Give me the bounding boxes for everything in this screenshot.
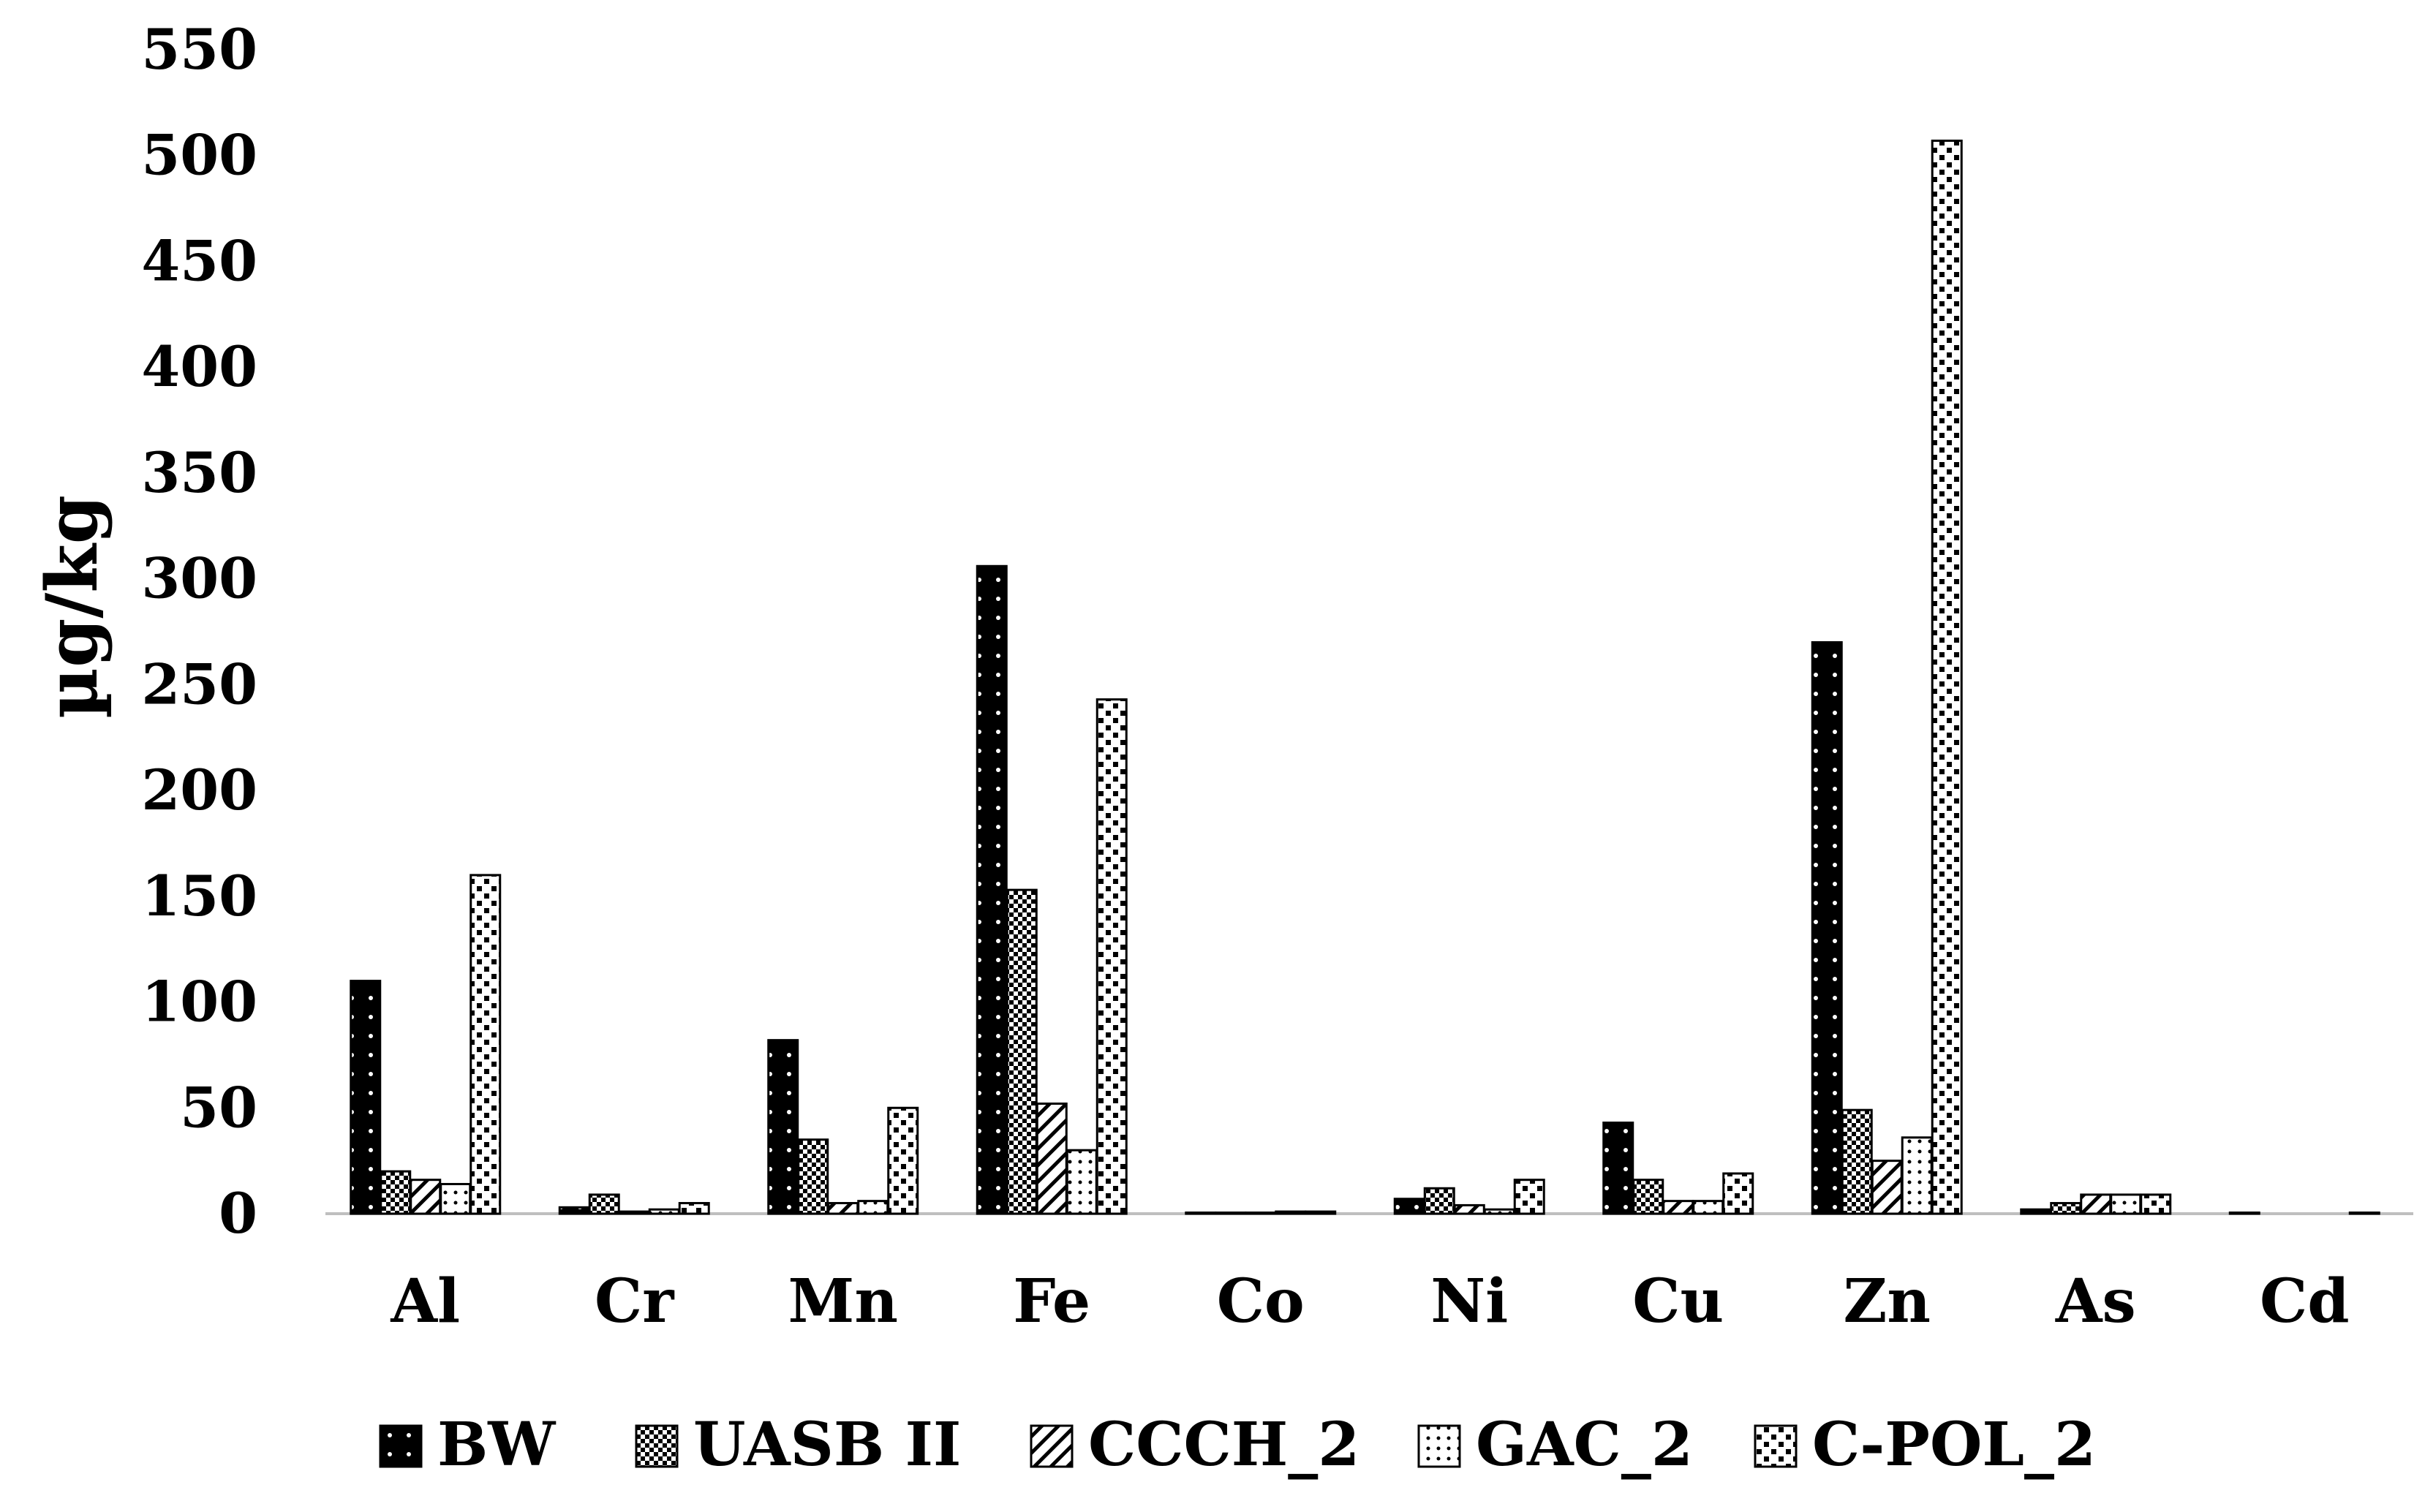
bar-al-series-0 [350,980,382,1215]
x-tick-label: Al [390,1266,460,1337]
x-tick-label: Co [1217,1266,1305,1337]
x-tick-label: Fe [1013,1266,1090,1337]
y-tick-label: 400 [141,334,257,399]
bar-zn-series-4 [1931,139,1963,1215]
bar-co-series-4 [1305,1210,1337,1215]
legend-label: C-POL_2 [1812,1410,2096,1480]
bar-ni-series-2 [1453,1203,1485,1215]
bar-al-series-2 [410,1179,442,1215]
bar-mn-series-4 [887,1106,919,1215]
bar-co-series-2 [1245,1212,1277,1215]
x-tick-label: Cu [1632,1266,1724,1337]
bar-fe-series-0 [976,564,1008,1215]
bar-cr-series-1 [588,1193,620,1215]
y-tick-label: 250 [141,651,257,717]
bar-co-series-0 [1185,1212,1217,1215]
bar-co-series-1 [1215,1212,1247,1215]
bar-cd-series-0 [2228,1212,2260,1215]
y-tick-label: 100 [141,969,257,1035]
legend-label: UASB II [693,1410,961,1480]
bar-cr-series-4 [678,1202,710,1215]
bar-as-series-1 [2050,1202,2082,1215]
x-tick-label: Cr [595,1266,675,1337]
bar-zn-series-3 [1901,1136,1933,1215]
y-tick-label: 300 [141,546,257,611]
bar-cu-series-1 [1632,1179,1664,1215]
x-tick-label: As [2055,1266,2136,1337]
bar-cu-series-4 [1722,1172,1754,1215]
y-axis-title: µg/kg [31,495,113,719]
x-tick-label: Mn [788,1266,898,1337]
bar-cr-series-3 [648,1208,680,1215]
bar-cr-series-0 [558,1206,590,1215]
y-tick-label: 550 [141,17,257,82]
bar-as-series-4 [2140,1193,2172,1215]
y-tick-label: 350 [141,440,257,505]
bar-ni-series-0 [1393,1198,1425,1215]
bar-as-series-0 [2020,1208,2052,1215]
bar-ni-series-4 [1513,1179,1545,1215]
y-tick-label: 450 [141,228,257,293]
x-axis-category-labels: Al Cr Mn Fe Co Ni Cu Zn As Cd [390,1266,2349,1337]
x-tick-label: Ni [1430,1266,1508,1337]
bar-zn-series-0 [1811,640,1843,1215]
bar-fe-series-1 [1006,888,1038,1215]
bar-ni-series-3 [1483,1208,1515,1215]
legend-label: BW [437,1410,557,1480]
bar-cr-series-2 [618,1210,650,1215]
bar-cu-series-2 [1662,1200,1694,1215]
bar-as-series-3 [2110,1193,2142,1215]
bar-mn-series-1 [797,1138,829,1215]
legend-swatch [1417,1424,1461,1468]
y-tick-label: 50 [180,1075,257,1140]
bar-cu-series-3 [1692,1200,1724,1215]
bar-mn-series-0 [767,1039,799,1215]
legend-label: GAC_2 [1476,1410,1693,1480]
bar-al-series-3 [440,1182,472,1215]
bar-fe-series-3 [1066,1149,1098,1215]
bar-fe-series-2 [1036,1102,1068,1215]
bar-mn-series-3 [857,1200,889,1215]
legend-label: CCCH_2 [1088,1410,1359,1480]
bar-cu-series-0 [1602,1122,1634,1215]
legend-swatch [635,1424,679,1468]
bar-zn-series-2 [1871,1160,1903,1215]
bar-al-series-4 [469,874,502,1215]
bar-series [350,139,2380,1215]
bar-al-series-1 [380,1170,412,1215]
x-tick-label: Zn [1844,1266,1931,1337]
y-axis-tick-labels: 0 50 100 150 200 250 300 350 400 450 500 550 [141,17,257,1246]
bar-ni-series-1 [1423,1187,1455,1215]
bar-as-series-2 [2080,1193,2112,1215]
x-tick-label: Cd [2260,1266,2350,1337]
legend-swatch [1030,1424,1074,1468]
legend-swatch [379,1424,423,1468]
y-tick-label: 500 [141,123,257,188]
legend: BW UASB II CCCH_2 GAC_2 C-POL_2 [379,1410,2096,1480]
bar-co-series-3 [1275,1210,1307,1215]
bar-zn-series-1 [1841,1108,1873,1215]
legend-swatch [1754,1424,1798,1468]
bar-mn-series-2 [827,1202,859,1215]
y-tick-label: 150 [141,863,257,929]
bar-cd-series-4 [2348,1212,2380,1215]
y-tick-label: 200 [141,757,257,823]
bar-fe-series-4 [1095,698,1128,1215]
y-tick-label: 0 [219,1181,257,1246]
